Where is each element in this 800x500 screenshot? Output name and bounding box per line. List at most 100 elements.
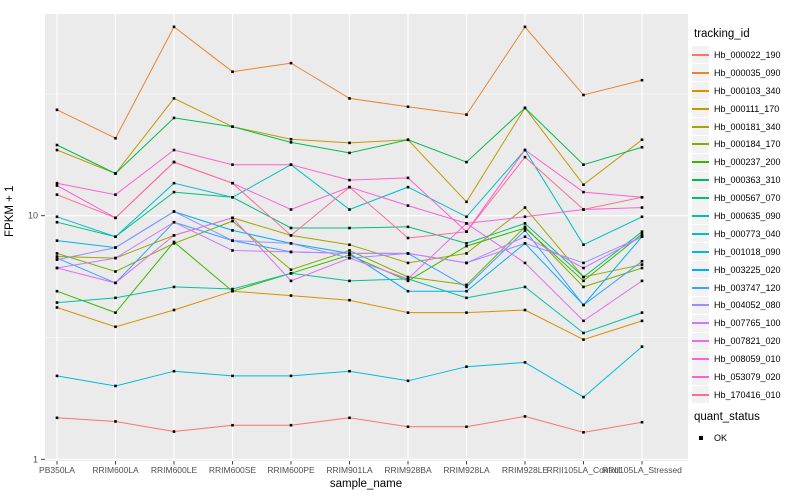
legend-color-line xyxy=(692,375,709,378)
data-point xyxy=(172,190,176,194)
data-point xyxy=(640,279,644,283)
legend-item-label: Hb_170416_010 xyxy=(714,389,781,400)
data-point xyxy=(348,252,351,255)
legend-key xyxy=(692,243,709,261)
data-point xyxy=(348,185,351,189)
legend-item: Hb_000773_040 xyxy=(692,225,798,243)
y-tick-label: 10 xyxy=(28,211,38,221)
data-point xyxy=(582,319,585,323)
data-point xyxy=(465,230,468,233)
data-point xyxy=(231,423,234,427)
data-point xyxy=(55,215,59,219)
legend-color-line xyxy=(692,286,709,289)
legend-color-line xyxy=(692,340,709,343)
legend-item: Hb_000022_190 xyxy=(692,46,798,64)
legend-key xyxy=(692,225,709,243)
data-point xyxy=(523,155,527,159)
data-point xyxy=(465,283,468,287)
data-point xyxy=(348,208,351,211)
quant-legend-title: quant_status xyxy=(694,410,760,423)
legend-key xyxy=(692,64,709,82)
x-tick-label: RRIM600SE xyxy=(209,465,257,475)
data-point xyxy=(231,195,234,199)
data-point xyxy=(172,160,176,164)
legend-key xyxy=(692,118,709,135)
data-point xyxy=(465,113,468,116)
data-point xyxy=(523,415,527,418)
legend-item: Hb_000237_200 xyxy=(692,153,798,171)
x-tick-label: RRIM901LA xyxy=(326,465,373,475)
legend-item: Hb_004052_080 xyxy=(692,296,798,314)
legend-item-label: Hb_000635_090 xyxy=(714,210,781,221)
data-point xyxy=(172,97,176,100)
data-point xyxy=(523,215,527,219)
data-point xyxy=(289,226,293,230)
legend-item-label: Hb_003225_020 xyxy=(714,264,781,275)
data-point xyxy=(523,226,527,230)
data-point xyxy=(406,261,410,265)
legend-key xyxy=(692,171,709,189)
data-point xyxy=(231,249,234,252)
legend-item-label: Hb_000237_200 xyxy=(714,157,781,168)
data-point xyxy=(582,338,585,341)
data-point xyxy=(114,256,117,260)
data-point xyxy=(582,331,585,335)
data-point xyxy=(114,281,117,285)
data-point xyxy=(348,249,351,252)
data-point xyxy=(582,275,585,279)
data-point xyxy=(114,235,117,238)
data-point xyxy=(172,116,176,120)
data-point xyxy=(289,234,293,237)
data-point xyxy=(114,216,117,220)
data-point xyxy=(465,252,468,255)
data-point xyxy=(289,268,293,272)
x-tick-label: RRII105LA_Stressed xyxy=(602,465,682,475)
data-point xyxy=(406,138,410,142)
legend-item: Hb_000035_090 xyxy=(692,64,798,82)
data-point xyxy=(640,345,644,348)
x-tick-label: RRIM928BA xyxy=(384,465,432,475)
data-point xyxy=(114,325,117,329)
legend-color-line xyxy=(692,214,709,217)
legend-item-label: Hb_000181_340 xyxy=(714,121,781,132)
data-point xyxy=(231,181,234,185)
data-point xyxy=(640,145,644,149)
data-point xyxy=(640,420,644,424)
data-point xyxy=(582,431,585,434)
data-point xyxy=(55,181,59,185)
black-square-marker xyxy=(698,435,703,440)
data-point xyxy=(231,289,234,293)
legend-key xyxy=(692,279,709,297)
x-tick-label: RRIM600LE xyxy=(151,465,198,475)
data-point xyxy=(55,301,59,304)
legend-item-label: Hb_003747_120 xyxy=(714,282,781,293)
legend-key xyxy=(692,135,709,153)
data-point xyxy=(231,287,234,291)
legend-color-line xyxy=(692,304,709,307)
legend-item-label: Hb_000773_040 xyxy=(714,228,781,239)
data-point xyxy=(55,239,59,242)
data-point xyxy=(582,285,585,289)
data-point xyxy=(640,263,644,266)
data-point xyxy=(348,256,351,260)
data-point xyxy=(582,208,585,211)
data-point xyxy=(465,200,468,204)
data-point xyxy=(172,430,176,433)
data-point xyxy=(465,425,468,429)
data-point xyxy=(640,138,644,142)
legend-color-line xyxy=(692,107,709,110)
data-point xyxy=(523,25,527,29)
legend-key xyxy=(692,100,709,118)
data-point xyxy=(640,311,644,314)
legend-color-line xyxy=(692,71,709,74)
x-tick-label: RRIM600LA xyxy=(92,465,139,475)
legend-color-line xyxy=(692,232,709,235)
data-point xyxy=(172,148,176,152)
legend-color-line xyxy=(692,161,709,164)
data-point xyxy=(523,242,527,245)
data-point xyxy=(289,163,293,166)
data-point xyxy=(172,181,176,185)
data-point xyxy=(231,125,234,128)
legend-color-line xyxy=(692,393,709,396)
data-point xyxy=(289,61,293,65)
